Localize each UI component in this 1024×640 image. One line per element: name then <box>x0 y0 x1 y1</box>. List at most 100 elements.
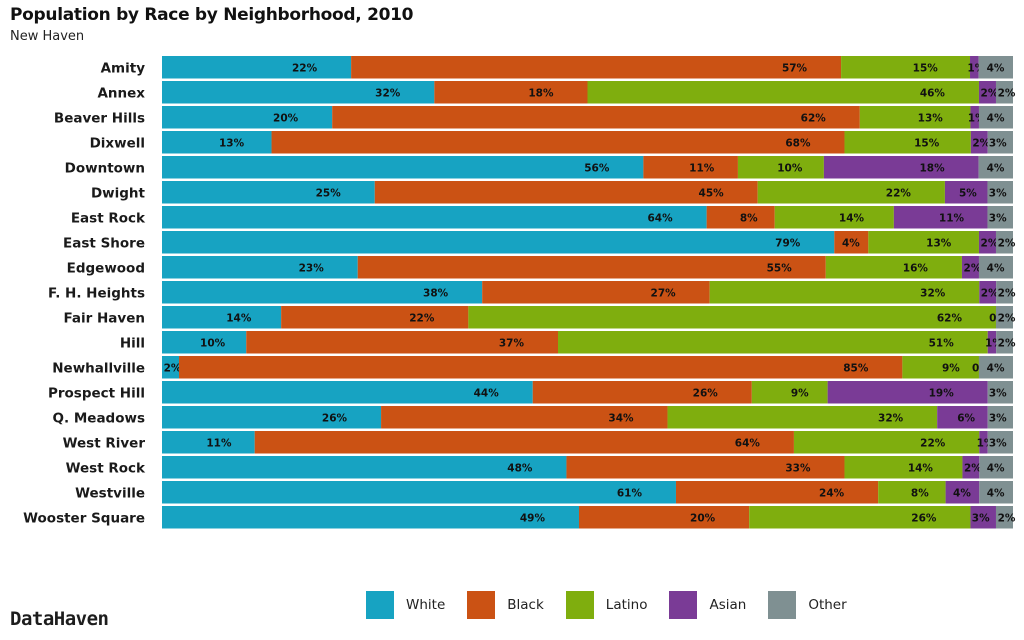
category-label-beaver-hills: Beaver Hills <box>54 110 145 126</box>
bar-segment-black <box>179 356 903 379</box>
legend-item-black: Black <box>467 591 544 619</box>
data-label-black: 64% <box>735 437 761 449</box>
bar-segment-asian <box>962 456 980 479</box>
data-label-white: 25% <box>316 187 342 199</box>
data-label-black: 55% <box>767 262 793 274</box>
data-label-other: 3% <box>989 137 1007 149</box>
bar-segment-latino <box>757 181 945 204</box>
data-label-black: 45% <box>699 187 725 199</box>
data-label-asian: 3% <box>972 512 990 524</box>
data-label-black: 4% <box>842 237 860 249</box>
bar-segment-latino <box>878 481 946 504</box>
bar-rows: 22% 57% 15% 1% 4%32% 18% 46% 2% 2%20% 62% 13% 1% 4%1… <box>162 56 1016 529</box>
bar-segment-white <box>162 306 282 329</box>
bar-segment-black <box>532 381 752 404</box>
legend-item-other: Other <box>768 591 847 619</box>
data-label-white: 22% <box>292 62 318 74</box>
category-label-hill: Hill <box>120 335 145 351</box>
bar-row-westville: 61% 24% 8% 4% 4% <box>162 481 1013 504</box>
category-label-westville: Westville <box>75 485 145 501</box>
data-label-latino: 51% <box>929 337 955 349</box>
bar-segment-black <box>643 156 738 179</box>
data-label-black: 18% <box>528 87 554 99</box>
bar-segment-white <box>162 231 835 254</box>
data-label-white: 20% <box>273 112 299 124</box>
bar-row-east-shore: 79% 4% 13% 2% 2% <box>162 231 1016 254</box>
bar-segment-black <box>434 81 588 104</box>
bar-segment-latino <box>709 281 980 304</box>
data-label-white: 44% <box>474 387 500 399</box>
data-label-asian: 2% <box>981 237 999 249</box>
bar-segment-asian <box>823 156 979 179</box>
stacked-bar-chart: Amity Annex Beaver Hills Dixwell Downtown Dwi… <box>23 56 1016 529</box>
data-label-white: 32% <box>375 87 401 99</box>
bar-segment-asian <box>827 381 988 404</box>
bar-row-fair-haven: 14%22%62%0%2% <box>162 306 1016 329</box>
data-label-other: 2% <box>998 237 1016 249</box>
bar-segment-white <box>162 181 375 204</box>
bar-segment-other <box>978 56 1013 79</box>
data-label-white: 26% <box>322 412 348 424</box>
category-label-f-h-heights: F. H. Heights <box>48 285 145 301</box>
data-label-asian: 6% <box>957 412 975 424</box>
category-label-east-rock: East Rock <box>71 210 146 226</box>
data-label-black: 34% <box>608 412 634 424</box>
brand-logo: DataHaven <box>10 608 109 630</box>
data-label-latino: 8% <box>911 487 929 499</box>
bar-row-newhallville: 2%85%9%0%4% <box>162 356 1013 379</box>
data-label-black: 24% <box>819 487 845 499</box>
data-label-asian: 4% <box>953 487 971 499</box>
category-label-dwight: Dwight <box>91 185 146 201</box>
legend-item-asian: Asian <box>669 591 746 619</box>
category-label-dixwell: Dixwell <box>90 135 145 151</box>
category-label-newhallville: Newhallville <box>52 360 145 376</box>
bar-segment-other <box>987 406 1013 429</box>
bar-segment-white <box>162 456 567 479</box>
data-label-white: 14% <box>226 312 252 324</box>
bar-segment-black <box>332 106 860 129</box>
data-label-asian: 2% <box>964 462 982 474</box>
bar-segment-latino <box>751 381 828 404</box>
bar-row-hill: 10% 37% 51% 1%2% <box>162 331 1016 354</box>
bar-segment-other <box>995 81 1013 104</box>
bar-segment-latino <box>468 306 996 329</box>
bar-segment-latino <box>558 331 988 354</box>
bar-segment-asian <box>970 131 988 154</box>
data-label-white: 10% <box>200 337 226 349</box>
legend: White Black Latino Asian Other <box>366 591 869 619</box>
bar-segment-white <box>162 206 707 229</box>
data-label-latino: 13% <box>918 112 944 124</box>
bar-segment-latino <box>859 106 971 129</box>
bar-segment-other <box>995 306 1013 329</box>
bar-segment-asian <box>944 181 988 204</box>
data-label-other: 4% <box>987 487 1005 499</box>
data-label-other: 2% <box>998 337 1016 349</box>
bar-segment-asian <box>961 256 979 279</box>
bar-segment-other <box>996 281 1013 304</box>
bar-segment-white <box>162 506 579 529</box>
bar-segment-black <box>271 131 845 154</box>
bar-row-dixwell: 13% 68% 15% 2%3% <box>162 131 1013 154</box>
data-label-other: 2% <box>998 87 1016 99</box>
chart-subtitle: New Haven <box>10 29 85 44</box>
bar-row-west-rock: 48% 33% 14% 2% 4% <box>162 456 1013 479</box>
bar-segment-other <box>978 106 1013 129</box>
bar-segment-white <box>162 406 382 429</box>
data-label-asian: 19% <box>929 387 955 399</box>
bar-segment-white <box>162 331 247 354</box>
bar-row-annex: 32% 18% 46% 2% 2% <box>162 81 1016 104</box>
data-label-other: 4% <box>987 262 1005 274</box>
data-label-latino: 15% <box>913 62 939 74</box>
bar-row-edgewood: 23% 55% 16% 2% 4% <box>162 256 1013 279</box>
bar-segment-other <box>987 381 1013 404</box>
bar-row-downtown: 56% 11% 10% 18% 4% <box>162 156 1013 179</box>
bar-segment-other <box>996 331 1013 354</box>
bar-row-east-rock: 64% 8% 14% 11% 3% <box>162 206 1013 229</box>
data-label-asian: 5% <box>959 187 977 199</box>
category-axis-labels: Amity Annex Beaver Hills Dixwell Downtown Dwi… <box>23 60 146 526</box>
data-label-white: 2% <box>164 362 182 374</box>
legend-label: Other <box>808 597 847 613</box>
data-label-white: 13% <box>219 137 245 149</box>
bar-segment-black <box>351 56 842 79</box>
category-label-west-rock: West Rock <box>66 460 146 476</box>
